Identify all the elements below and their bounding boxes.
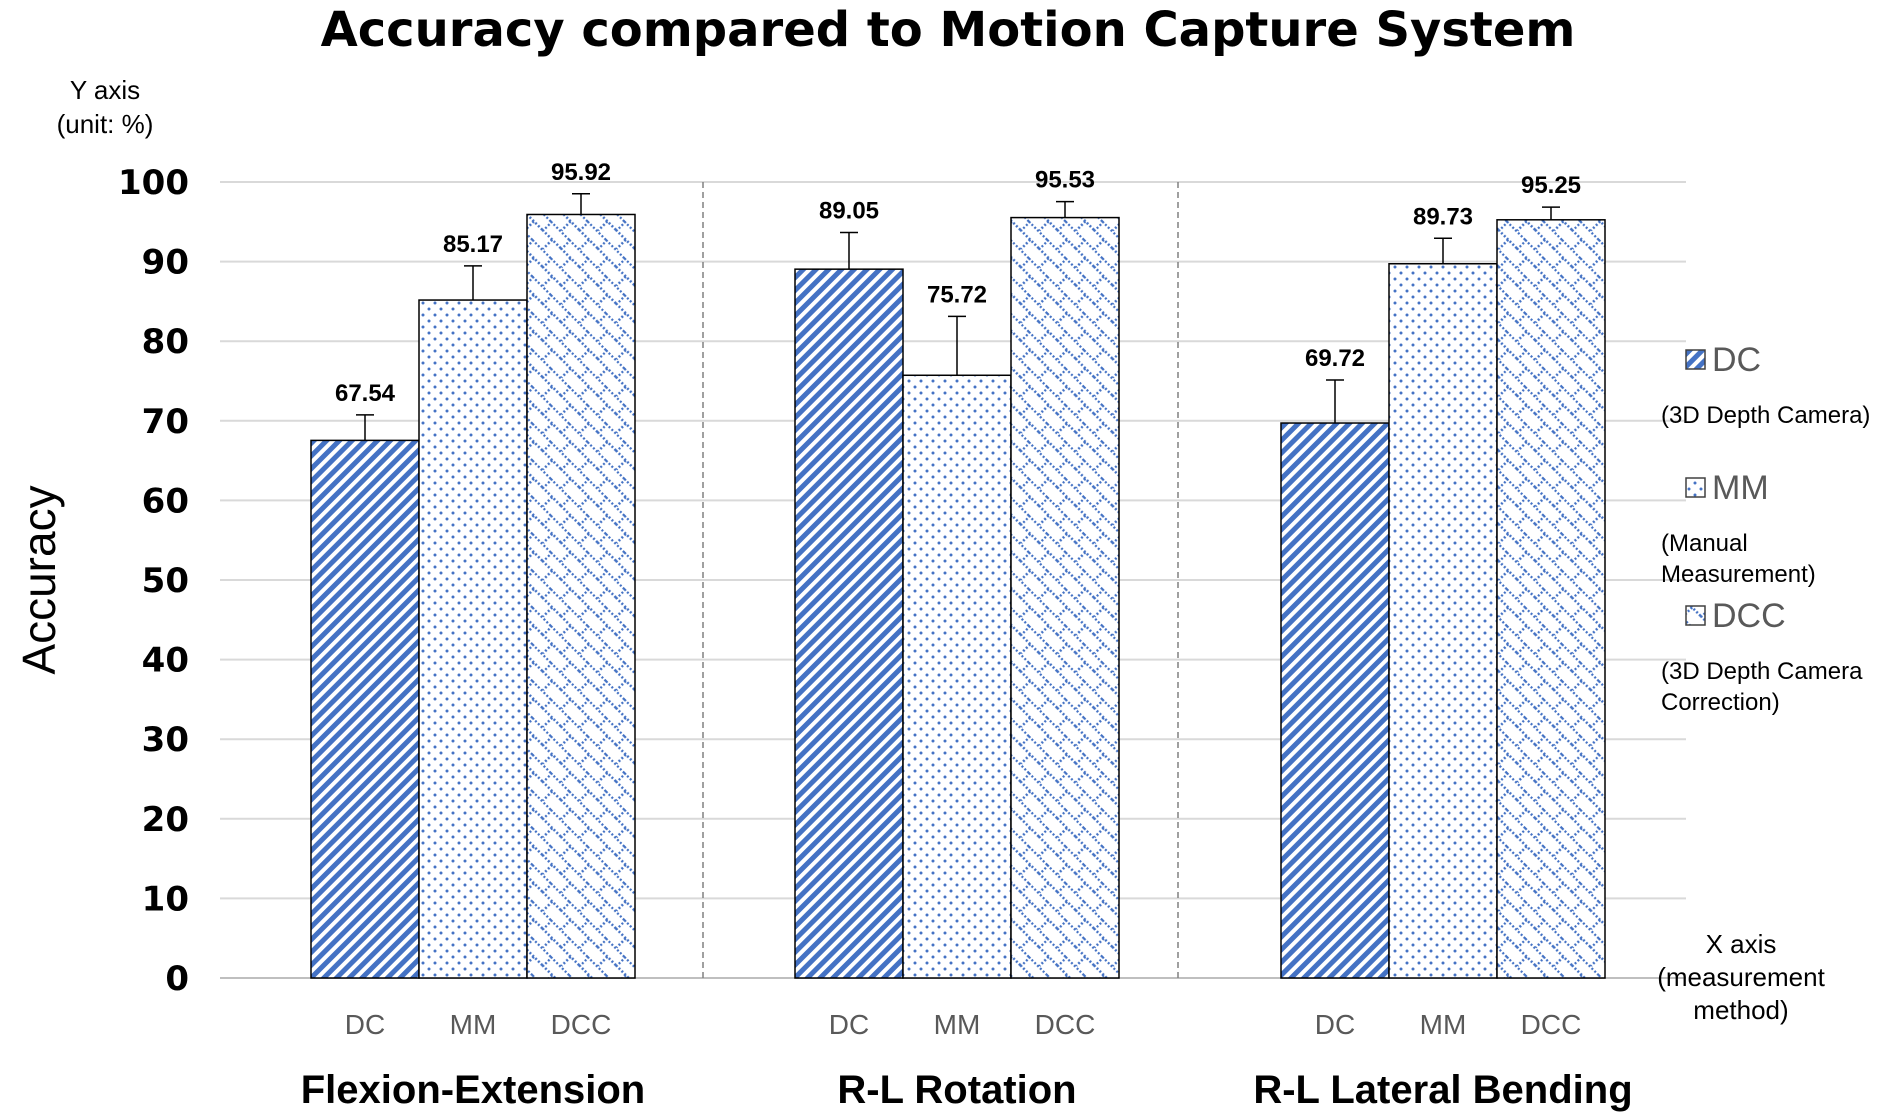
chart-title: Accuracy compared to Motion Capture Syst… — [321, 2, 1576, 58]
x-axis-note-line-3: method) — [1693, 995, 1788, 1025]
y-tick-label: 10 — [142, 879, 189, 919]
method-label: DCC — [1035, 1009, 1096, 1040]
data-label: 89.73 — [1413, 203, 1473, 230]
bar-dc — [794, 268, 904, 979]
data-label: 95.25 — [1521, 172, 1581, 199]
legend-description: Correction) — [1661, 689, 1780, 716]
legend-description: (3D Depth Camera — [1661, 658, 1863, 685]
bar-mm — [902, 374, 1012, 979]
legend-label-dc: DC — [1712, 341, 1761, 379]
data-label: 95.53 — [1035, 167, 1095, 194]
method-label: MM — [1420, 1009, 1467, 1040]
y-tick-label: 40 — [142, 641, 189, 681]
method-label: MM — [934, 1009, 981, 1040]
bar-dcc — [1496, 219, 1606, 979]
method-labels: DC MM DCC DC MM DCC DC MM DCC — [345, 1009, 1582, 1040]
data-labels: 67.54 85.17 95.92 89.05 75.72 95.53 69.72 89.73… — [335, 159, 1581, 407]
x-axis-note-line-2: (measurement — [1657, 962, 1825, 992]
data-label: 69.72 — [1305, 345, 1365, 372]
y-tick-label: 60 — [142, 481, 189, 521]
legend-description: (3D Depth Camera) — [1661, 402, 1870, 429]
bars — [310, 213, 1606, 979]
method-label: DC — [829, 1009, 869, 1040]
legend-description: (Manual — [1661, 530, 1748, 557]
y-tick-label: 30 — [142, 720, 189, 760]
y-tick-label: 100 — [118, 163, 189, 203]
group-separators — [702, 182, 1179, 978]
y-tick-label: 90 — [142, 243, 189, 283]
y-axis-note-line-2: (unit: %) — [57, 109, 154, 139]
data-label: 75.72 — [927, 281, 987, 308]
legend-label-mm: MM — [1712, 469, 1769, 507]
bar-dcc — [1010, 216, 1120, 979]
y-tick-label: 70 — [142, 402, 189, 442]
y-tick-label: 50 — [142, 561, 189, 601]
bar-mm — [418, 299, 528, 979]
y-tick-label: 0 — [165, 959, 189, 999]
method-label: MM — [450, 1009, 497, 1040]
y-tick-labels: 0 10 20 30 40 50 60 70 80 90 100 — [118, 163, 189, 999]
bar-dcc — [526, 213, 636, 979]
y-axis-label: Accuracy — [13, 485, 65, 674]
method-label: DCC — [1521, 1009, 1582, 1040]
y-tick-label: 80 — [142, 322, 189, 362]
data-label: 85.17 — [443, 231, 503, 258]
legend-label-dcc: DCC — [1712, 597, 1786, 635]
data-label: 95.92 — [551, 159, 611, 186]
method-label: DC — [345, 1009, 385, 1040]
y-tick-label: 20 — [142, 800, 189, 840]
legend-description: Measurement) — [1661, 561, 1816, 588]
bar-dc — [310, 439, 420, 979]
group-label: R-L Rotation — [837, 1068, 1076, 1112]
method-label: DC — [1315, 1009, 1355, 1040]
legend-swatch-mm — [1685, 477, 1706, 498]
group-labels: Flexion-Extension R-L Rotation R-L Lateral… — [301, 1068, 1633, 1112]
group-label: R-L Lateral Bending — [1253, 1068, 1632, 1112]
data-label: 67.54 — [335, 380, 396, 407]
y-axis-note-line-1: Y axis — [70, 75, 140, 105]
legend-swatch-dc — [1685, 349, 1706, 370]
group-label: Flexion-Extension — [301, 1068, 646, 1112]
legend: DC (3D Depth Camera) MM (Manual Measurement)… — [1661, 341, 1870, 716]
error-bars — [356, 193, 1560, 441]
bar-dc — [1280, 422, 1390, 979]
legend-swatch-dcc — [1685, 605, 1706, 626]
bar-mm — [1388, 262, 1498, 979]
x-axis-note-line-1: X axis — [1706, 929, 1777, 959]
data-label: 89.05 — [819, 198, 879, 225]
method-label: DCC — [551, 1009, 612, 1040]
